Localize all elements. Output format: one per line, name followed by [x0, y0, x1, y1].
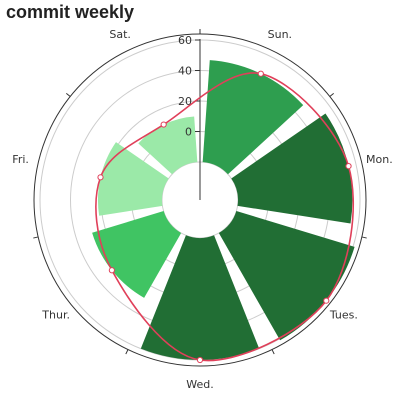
- category-label: Thur.: [41, 309, 70, 322]
- line-point: [160, 121, 167, 128]
- line-point: [345, 162, 352, 170]
- category-label: Sun.: [268, 28, 292, 41]
- angle-tick: [33, 236, 39, 239]
- bar-4: [140, 235, 260, 361]
- angle-tick: [125, 349, 129, 355]
- angle-tick: [329, 92, 335, 97]
- radius-tick-label: 60: [178, 34, 192, 47]
- category-label: Fri.: [12, 153, 29, 166]
- angle-tick: [65, 92, 71, 97]
- line-point: [196, 356, 204, 364]
- chart-title: commit weekly: [6, 2, 135, 22]
- line-point: [323, 297, 330, 304]
- category-label: Wed.: [186, 378, 213, 391]
- category-label: Sat.: [109, 28, 131, 41]
- radius-tick-label: 40: [178, 65, 192, 78]
- category-label: Mon.: [366, 153, 393, 166]
- bar-2: [231, 113, 353, 224]
- series-line: [95, 72, 355, 362]
- radius-tick-label: 0: [185, 126, 192, 139]
- line-point: [257, 70, 264, 77]
- angle-tick: [361, 236, 367, 239]
- category-label: Tues.: [329, 309, 358, 322]
- bar-6: [97, 142, 169, 216]
- line-point: [97, 174, 104, 181]
- line-point: [108, 267, 115, 274]
- bar-1: [202, 60, 304, 175]
- radius-tick-label: 20: [178, 95, 192, 108]
- angle-tick: [271, 349, 275, 355]
- bar-5: [92, 211, 182, 298]
- bar-3: [218, 211, 355, 341]
